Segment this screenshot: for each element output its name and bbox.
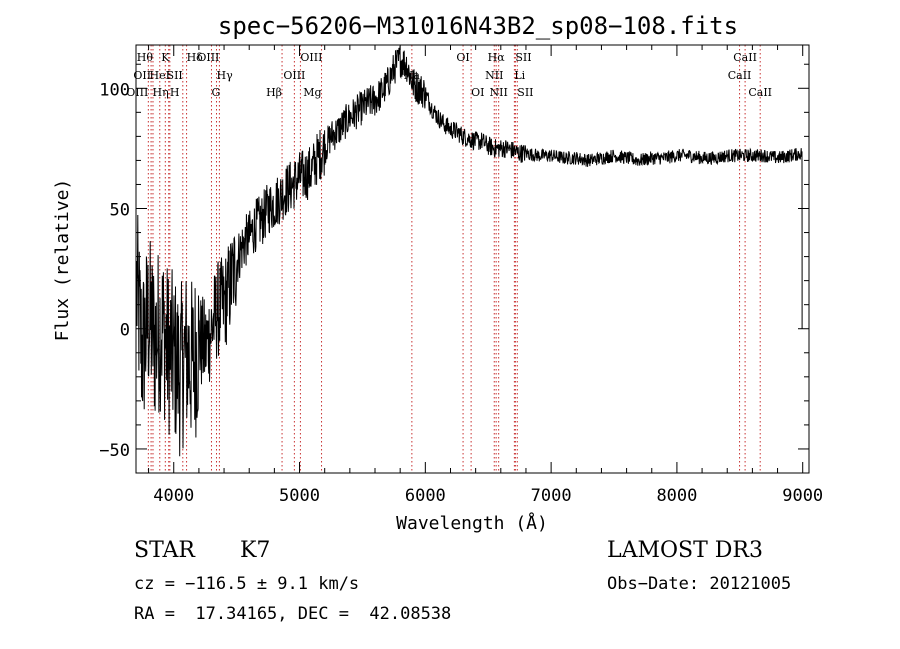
spectral-line-label-26: CaII [733, 51, 757, 64]
spectral-line-label-27: CaII [748, 86, 772, 99]
series-layer [136, 46, 803, 457]
spectral-line-label-6: H [170, 86, 180, 99]
spectral-line-label-15: Mg [303, 86, 321, 99]
x-tick-label-5: 9000 [782, 486, 823, 506]
x-tick-label-0: 4000 [153, 486, 194, 506]
object-subclass: K7 [240, 538, 271, 563]
y-tick-label-1: 0 [120, 321, 130, 341]
spectral-line-label-20: Hα [488, 51, 506, 64]
spectral-line-label-4: K [161, 51, 170, 64]
spectral-line-label-12: Hβ [266, 86, 282, 99]
spectral-line-label-19: NII [485, 69, 503, 82]
spectral-line-label-10: Hγ [217, 69, 234, 82]
spectrum-line [136, 46, 803, 457]
spectral-line-label-17: OI [456, 51, 469, 64]
spectral-line-label-7: SII [167, 69, 183, 82]
y-axis-label: Flux (relative) [52, 179, 73, 342]
x-tick-label-1: 5000 [279, 486, 320, 506]
spectral-line-label-22: SII [515, 51, 531, 64]
x-tick-label-2: 6000 [405, 486, 446, 506]
spectral-line-label-18: OI [471, 86, 484, 99]
spectral-line-label-16: Na [404, 69, 421, 82]
spectral-line-label-24: Li [514, 69, 525, 82]
x-axis-label: Wavelength (Å) [396, 512, 548, 534]
axes-layer: 4000 5000 6000 7000 8000 9000 −50 0 50 100 [99, 44, 823, 506]
y-tick-label-3: 100 [99, 80, 130, 100]
spectral-line-label-23: SII [517, 86, 533, 99]
spectral-line-label-1: OII [133, 69, 151, 82]
plot-frame [135, 44, 810, 474]
y-tick-label-0: −50 [99, 441, 130, 461]
spectral-line-label-11: OIII [197, 51, 219, 64]
survey-name: LAMOST DR3 [607, 538, 763, 563]
spectral-line-label-21: NII [490, 86, 508, 99]
spectral-line-label-25: CaII [728, 69, 752, 82]
spectral-line-label-3: HeI [150, 69, 170, 82]
spectral-line-label-14: OIII [300, 51, 322, 64]
observation-date: Obs−Date: 20121005 [607, 574, 792, 594]
spectral-line-label-8: Hδ [187, 51, 204, 64]
spectral-line-label-5: Hη [153, 86, 169, 99]
redshift-value: cz = −116.5 ± 9.1 km/s [134, 574, 360, 594]
coordinates: RA = 17.34165, DEC = 42.08538 [134, 604, 452, 624]
spectral-line-label-2: Hθ [137, 51, 154, 64]
spectral-line-label-13: OIII [283, 69, 305, 82]
y-tick-label-2: 50 [110, 201, 130, 221]
x-tick-label-4: 8000 [656, 486, 697, 506]
x-tick-label-3: 7000 [531, 486, 572, 506]
object-class: STAR [134, 538, 195, 563]
spectral-line-label-0: OIII [126, 86, 148, 99]
chart-title: spec−56206−M31016N43B2_sp08−108.fits [218, 12, 738, 40]
spectral-line-label-9: G [211, 86, 220, 99]
